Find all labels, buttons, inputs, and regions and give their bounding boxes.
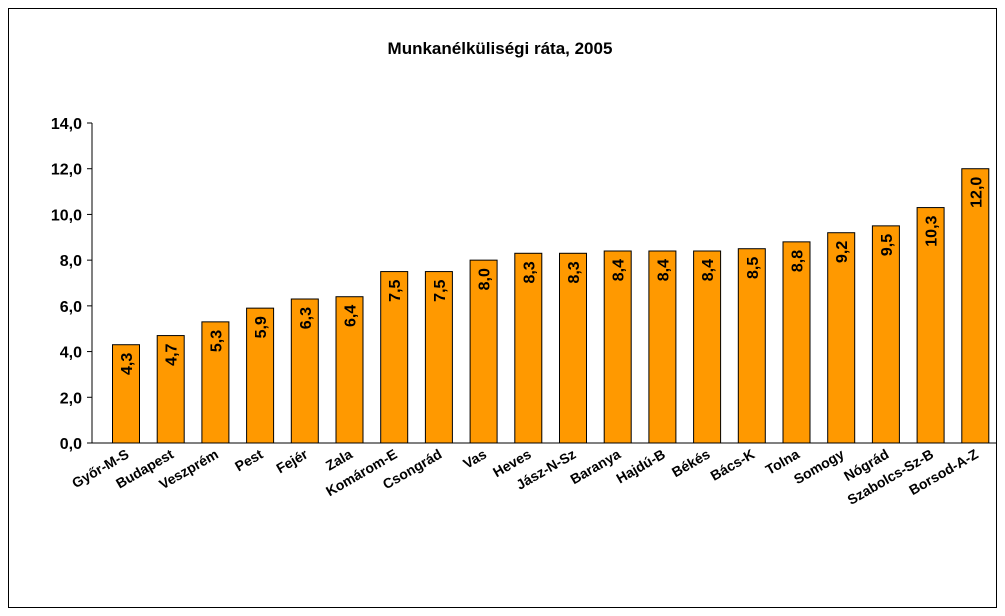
data-label: 12,0	[968, 177, 985, 208]
data-label: 10,3	[924, 215, 941, 246]
bar	[380, 271, 409, 444]
bar	[469, 259, 498, 444]
data-label: 5,9	[253, 316, 270, 338]
chart-title: Munkanélküliségi ráta, 2005	[388, 39, 613, 58]
bar	[827, 232, 856, 444]
bar	[112, 344, 140, 444]
y-tick-label: 10,0	[51, 207, 82, 224]
data-label: 9,2	[834, 241, 851, 263]
bar	[871, 225, 900, 444]
bar	[648, 250, 677, 444]
bar	[246, 307, 275, 444]
data-label: 9,5	[879, 234, 896, 256]
bar	[156, 335, 185, 444]
bar	[559, 252, 587, 444]
data-label: 4,3	[119, 353, 136, 375]
bar	[782, 241, 811, 444]
bar	[603, 250, 632, 444]
y-tick-label: 8,0	[60, 253, 82, 270]
bar	[916, 207, 945, 444]
bar	[201, 321, 230, 444]
y-tick-label: 0,0	[60, 436, 82, 453]
data-label: 6,4	[343, 305, 360, 327]
bar	[290, 298, 319, 444]
y-tick-label: 4,0	[60, 345, 82, 362]
bar	[737, 248, 766, 444]
data-label: 5,3	[208, 330, 225, 352]
bar	[693, 250, 722, 444]
data-label: 8,0	[477, 268, 494, 290]
bar	[961, 168, 990, 444]
data-label: 7,5	[387, 279, 404, 301]
data-label: 4,7	[164, 343, 181, 365]
y-tick-label: 14,0	[51, 116, 82, 133]
data-label: 8,8	[790, 250, 807, 272]
data-label: 8,4	[655, 259, 672, 281]
y-tick-label: 12,0	[51, 162, 82, 179]
bar	[424, 271, 453, 444]
data-label: 8,3	[566, 261, 583, 283]
data-label: 8,4	[611, 259, 628, 281]
data-label: 8,3	[521, 261, 538, 283]
y-tick-label: 2,0	[60, 390, 82, 407]
bar	[514, 252, 543, 444]
data-label: 8,4	[700, 259, 717, 281]
data-label: 7,5	[432, 279, 449, 301]
data-label: 6,3	[298, 307, 315, 329]
bar	[335, 296, 364, 444]
y-tick-label: 6,0	[60, 299, 82, 316]
data-label: 8,5	[745, 257, 762, 279]
